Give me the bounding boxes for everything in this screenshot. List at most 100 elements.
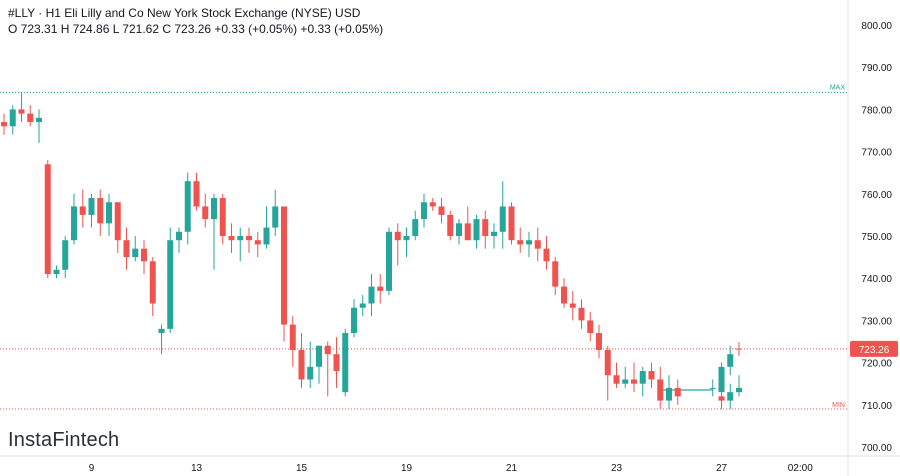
candle-body xyxy=(9,109,16,127)
candle-body xyxy=(167,240,174,329)
candle-body xyxy=(27,113,34,123)
candle-body xyxy=(508,206,515,241)
candle-body xyxy=(587,320,594,334)
y-tick-label: 780.00 xyxy=(861,105,892,116)
x-tick-label: 9 xyxy=(89,463,95,474)
y-tick-label: 720.00 xyxy=(861,359,892,370)
candle-body xyxy=(342,333,349,393)
y-tick-label: 740.00 xyxy=(861,274,892,285)
current-price-label: 723.26 xyxy=(859,345,890,356)
candle-body xyxy=(184,181,191,232)
min-label: MIN xyxy=(832,402,845,409)
x-tick-label: 13 xyxy=(191,463,203,474)
candle-body xyxy=(639,371,646,384)
candle-body xyxy=(421,202,427,220)
symbol-title: #LLY · H1 Eli Lilly and Co New York Stoc… xyxy=(8,6,361,20)
candle-body xyxy=(123,240,130,258)
candle-body xyxy=(316,345,322,367)
candle-body xyxy=(648,371,655,380)
x-tick-label: 21 xyxy=(506,463,518,474)
candle-body xyxy=(499,206,506,232)
candle-body xyxy=(71,206,77,241)
candle-body xyxy=(149,261,156,304)
chart-header: #LLY · H1 Eli Lilly and Co New York Stoc… xyxy=(8,5,383,37)
x-tick-label: 27 xyxy=(716,463,728,474)
candle-body xyxy=(289,324,296,350)
candle-body xyxy=(456,223,462,236)
candle-body xyxy=(622,379,629,384)
candle-body xyxy=(552,261,559,287)
candle-body xyxy=(202,206,209,220)
candle-body xyxy=(386,231,392,291)
candle-body xyxy=(377,286,384,291)
candle-body xyxy=(569,303,576,308)
candle-body xyxy=(438,206,445,215)
candle-body xyxy=(674,387,681,397)
candle-body xyxy=(36,117,42,123)
candle-body xyxy=(412,219,419,236)
candle-body xyxy=(543,248,550,262)
candle-body xyxy=(359,303,366,308)
current-price-tag xyxy=(850,340,898,357)
candle-body xyxy=(62,240,69,270)
candle-body xyxy=(736,387,742,393)
candle-body xyxy=(18,109,25,114)
candle-body xyxy=(219,198,226,236)
max-label: MAX xyxy=(830,85,846,92)
candle-body xyxy=(727,354,734,367)
instafintech-logo: InstaFintech xyxy=(8,429,120,451)
candle-body xyxy=(324,345,331,355)
candle-body xyxy=(736,348,742,350)
candle-body xyxy=(517,240,524,245)
candle-body xyxy=(473,219,480,241)
x-tick-label: 02:00 xyxy=(788,463,813,474)
ohlc-readout: O 723.31 H 724.86 L 721.62 C 723.26 +0.3… xyxy=(8,22,384,36)
candle-body xyxy=(281,206,287,325)
candle-body xyxy=(237,236,244,241)
y-tick-label: 700.00 xyxy=(861,443,892,454)
candle-body xyxy=(709,387,716,389)
y-tick-label: 760.00 xyxy=(861,190,892,201)
candle-body xyxy=(534,240,541,249)
candle-body xyxy=(596,333,602,350)
y-tick-label: 790.00 xyxy=(861,63,892,74)
candle-body xyxy=(193,181,200,207)
candle-body xyxy=(631,379,637,384)
candle-body xyxy=(246,236,252,241)
candle-body xyxy=(176,231,182,241)
candle-body xyxy=(491,231,497,236)
candle-body xyxy=(482,219,489,236)
candle-body xyxy=(158,328,165,334)
candle-body xyxy=(228,236,235,241)
candle-body xyxy=(1,122,7,127)
candle-body xyxy=(333,354,340,372)
y-tick-label: 710.00 xyxy=(861,401,892,412)
candle-body xyxy=(114,202,121,241)
candle-body xyxy=(727,392,734,401)
y-tick-label: 770.00 xyxy=(861,148,892,159)
candle-body xyxy=(403,236,410,241)
x-tick-label: 19 xyxy=(401,463,413,474)
y-tick-label: 750.00 xyxy=(861,232,892,243)
candle-body xyxy=(464,223,471,241)
candle-body xyxy=(254,240,261,245)
x-tick-label: 23 xyxy=(611,463,623,474)
candle-body xyxy=(718,366,725,393)
candle-body xyxy=(351,307,357,334)
candle-body xyxy=(298,349,305,380)
candle-body xyxy=(307,366,314,380)
candle-body xyxy=(526,240,532,245)
candle-body xyxy=(88,198,95,215)
candle-body xyxy=(561,286,567,304)
candle-body xyxy=(132,248,139,258)
candle-body xyxy=(44,164,51,274)
candle-body xyxy=(368,286,375,304)
y-tick-label: 800.00 xyxy=(861,21,892,32)
candle-body xyxy=(429,202,436,207)
candle-body xyxy=(657,379,664,401)
candle-body xyxy=(263,227,270,245)
y-tick-label: 730.00 xyxy=(861,316,892,327)
candle-body xyxy=(394,231,401,241)
candle-body xyxy=(578,307,585,321)
